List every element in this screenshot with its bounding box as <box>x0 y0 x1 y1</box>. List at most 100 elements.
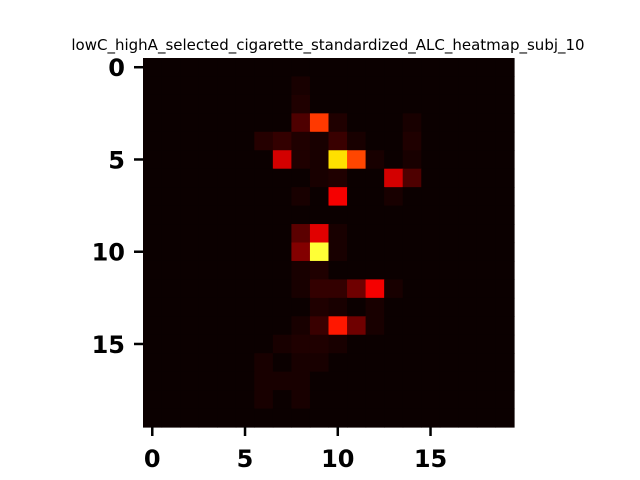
heatmap-cell <box>384 187 404 207</box>
heatmap-cell <box>421 279 441 299</box>
heatmap-cell <box>198 168 218 188</box>
heatmap-cell <box>347 113 367 133</box>
heatmap-cell <box>328 113 348 133</box>
heatmap-cell <box>402 131 422 151</box>
heatmap-cell <box>476 371 497 391</box>
heatmap-cell <box>180 224 200 244</box>
heatmap-cell <box>309 260 330 280</box>
heatmap-cell <box>421 316 441 336</box>
heatmap-cell <box>217 76 237 96</box>
heatmap-cell <box>476 131 497 151</box>
heatmap-cell <box>309 334 330 354</box>
heatmap-cell <box>328 168 348 188</box>
heatmap-cell <box>161 242 181 262</box>
heatmap-cell <box>161 353 181 373</box>
heatmap-cell <box>309 168 330 188</box>
heatmap-cell <box>143 58 163 78</box>
heatmap-cell <box>291 353 311 373</box>
heatmap-cell <box>180 371 200 391</box>
heatmap-cell <box>328 205 348 225</box>
heatmap-cell <box>495 94 515 114</box>
heatmap-cell <box>254 150 274 170</box>
heatmap-cell <box>439 390 459 410</box>
heatmap-cell <box>291 205 311 225</box>
heatmap-cell <box>143 94 163 114</box>
heatmap-cell <box>161 131 181 151</box>
heatmap-cell <box>180 334 200 354</box>
heatmap-cell <box>495 113 515 133</box>
heatmap-cell <box>495 279 515 299</box>
heatmap-cell <box>476 242 497 262</box>
heatmap-cell <box>235 297 255 317</box>
heatmap-cell <box>476 94 497 114</box>
heatmap-cell <box>235 205 255 225</box>
heatmap-cell <box>365 371 385 391</box>
heatmap-cell <box>198 371 218 391</box>
heatmap-cell <box>254 94 274 114</box>
heatmap-cell <box>180 242 200 262</box>
heatmap-cell <box>161 187 181 207</box>
heatmap-cell <box>217 187 237 207</box>
heatmap-cell <box>198 242 218 262</box>
heatmap-cell <box>291 242 311 262</box>
heatmap-cell <box>254 113 274 133</box>
heatmap-cell <box>143 390 163 410</box>
heatmap-cell <box>458 279 478 299</box>
heatmap-cell <box>161 260 181 280</box>
heatmap-cell <box>458 390 478 410</box>
heatmap-cell <box>217 371 237 391</box>
heatmap-cell <box>235 131 255 151</box>
heatmap-cell <box>217 390 237 410</box>
heatmap-cell <box>217 408 237 428</box>
y-tick-label: 5 <box>108 146 125 174</box>
heatmap-cell <box>161 205 181 225</box>
heatmap-cell <box>402 205 422 225</box>
heatmap-cell <box>235 279 255 299</box>
heatmap-cell <box>439 279 459 299</box>
heatmap-cell <box>402 224 422 244</box>
heatmap-cell <box>402 113 422 133</box>
heatmap-cell <box>198 205 218 225</box>
heatmap-cell <box>421 205 441 225</box>
heatmap-cell <box>347 371 367 391</box>
heatmap-cell <box>439 334 459 354</box>
heatmap-cell <box>347 168 367 188</box>
heatmap-cell <box>402 371 422 391</box>
heatmap-cell <box>439 168 459 188</box>
heatmap-cell <box>180 113 200 133</box>
heatmap-cell <box>291 224 311 244</box>
heatmap-cell <box>235 390 255 410</box>
heatmap-cell <box>161 371 181 391</box>
heatmap-cell <box>217 353 237 373</box>
heatmap-cell <box>347 187 367 207</box>
heatmap-cell <box>421 150 441 170</box>
heatmap-cell <box>198 334 218 354</box>
heatmap-cell <box>309 408 330 428</box>
heatmap-cell <box>476 260 497 280</box>
heatmap-cell <box>476 279 497 299</box>
heatmap-cell <box>439 94 459 114</box>
heatmap-cell <box>254 371 274 391</box>
heatmap-cell <box>458 76 478 96</box>
heatmap-cell <box>458 334 478 354</box>
heatmap-cell <box>439 371 459 391</box>
heatmap-cell <box>198 224 218 244</box>
heatmap-cell <box>198 131 218 151</box>
heatmap-cell <box>476 58 497 78</box>
heatmap-cell <box>476 390 497 410</box>
heatmap-cell <box>272 390 292 410</box>
heatmap-cell <box>365 224 385 244</box>
heatmap-cell <box>328 76 348 96</box>
heatmap-cell <box>476 224 497 244</box>
heatmap-cell <box>235 150 255 170</box>
heatmap-cell <box>328 260 348 280</box>
heatmap-cell <box>421 94 441 114</box>
heatmap-cell <box>384 260 404 280</box>
heatmap-cell <box>458 150 478 170</box>
heatmap-cell <box>217 205 237 225</box>
heatmap-cell <box>384 76 404 96</box>
heatmap-cell <box>254 297 274 317</box>
heatmap-cell <box>365 279 385 299</box>
heatmap-cell <box>161 94 181 114</box>
heatmap-cell <box>476 187 497 207</box>
